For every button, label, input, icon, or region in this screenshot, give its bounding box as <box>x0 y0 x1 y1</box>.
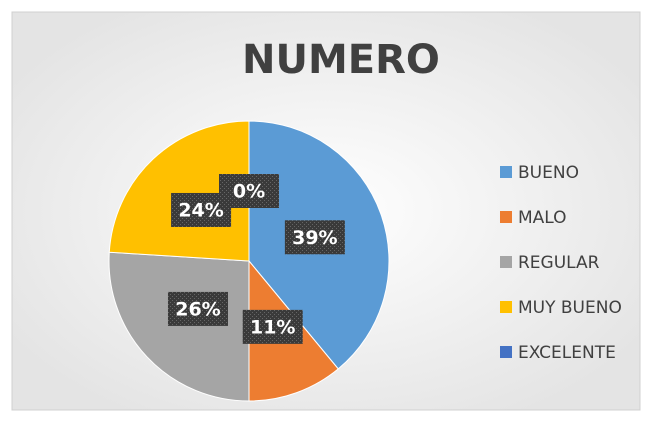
data-label: 0% <box>233 181 265 203</box>
legend-label: BUENO <box>518 163 579 183</box>
legend-swatch <box>500 166 512 178</box>
data-label: 26% <box>175 298 220 320</box>
legend-swatch <box>500 301 512 313</box>
data-label-box <box>219 174 279 208</box>
legend-label: EXCELENTE <box>518 343 616 363</box>
legend-label: MALO <box>518 208 567 228</box>
data-label: 11% <box>250 316 295 338</box>
data-label-box <box>284 220 345 255</box>
legend-label: REGULAR <box>518 253 600 273</box>
data-label: 24% <box>178 199 223 221</box>
legend: BUENO MALO REGULAR MUY BUENO EXCELENTE <box>500 163 622 363</box>
legend-label: MUY BUENO <box>518 298 622 318</box>
data-label-box <box>167 291 228 326</box>
legend-swatch <box>500 256 512 268</box>
data-labels: 39% 11% 26% 24% 0% <box>167 174 345 344</box>
data-label: 39% <box>292 227 337 249</box>
pie <box>108 120 390 402</box>
data-label-box <box>242 309 303 344</box>
pie-slice <box>108 251 250 402</box>
legend-swatch <box>500 346 512 358</box>
legend-swatch <box>500 211 512 223</box>
chart-title: NUMERO <box>242 37 440 83</box>
